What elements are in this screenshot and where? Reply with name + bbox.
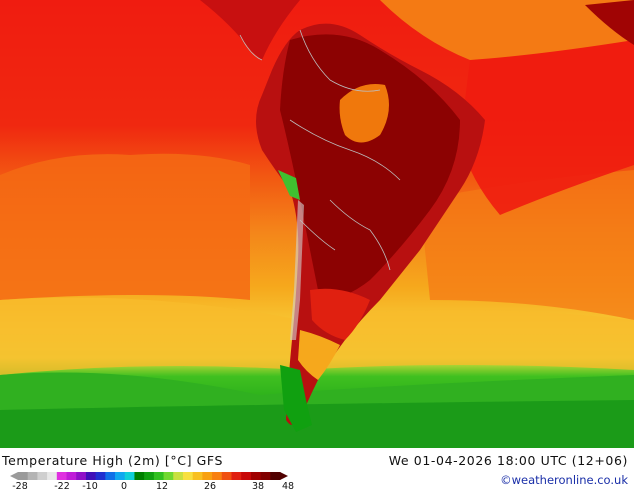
credit-link[interactable]: ©weatheronline.co.uk (500, 473, 628, 487)
country-borders (239, 29, 401, 271)
patagonia-orange (298, 330, 340, 380)
legend-swatch (95, 472, 106, 480)
legend-swatch (37, 472, 48, 480)
legend-swatch (76, 472, 87, 480)
orange-band-west (0, 153, 250, 300)
orange-band-east (420, 170, 634, 320)
caribbean-islands (585, 0, 634, 45)
legend-swatch (270, 472, 281, 480)
legend-swatch (18, 472, 29, 480)
red-band-east (460, 40, 634, 215)
legend-swatch (144, 472, 155, 480)
amazon-core (280, 34, 460, 300)
legend-arrow-left (10, 472, 18, 480)
legend-swatch (134, 472, 145, 480)
color-legend: -28 -22 -10 0 12 26 38 48 (10, 472, 294, 490)
legend-swatch (221, 472, 232, 480)
central-america (200, 0, 300, 60)
legend-swatch (105, 472, 116, 480)
legend-swatch (66, 472, 77, 480)
legend-tick-label: -28 (12, 481, 28, 490)
andes-green (278, 170, 300, 200)
legend-swatch (56, 472, 68, 480)
legend-swatch (182, 472, 194, 480)
dark-green-band (0, 400, 634, 448)
legend-tick-label: 48 (282, 481, 294, 490)
legend-swatch (192, 472, 203, 480)
legend-tick-label: 38 (252, 481, 264, 490)
legend-swatch (260, 472, 271, 480)
legend-swatch (202, 472, 213, 480)
legend-arrow-right (280, 472, 288, 480)
legend-swatch (115, 472, 126, 480)
legend-swatch (27, 472, 38, 480)
legend-tick-label: -22 (54, 481, 70, 490)
legend-tick-label: 0 (121, 481, 127, 490)
legend-tick-label: -10 (82, 481, 98, 490)
legend-swatch (47, 472, 58, 480)
legend-swatch (241, 472, 252, 480)
interior-highlands (339, 84, 389, 143)
legend-swatch (212, 472, 223, 480)
map-datetime: We 01-04-2026 18:00 UTC (12+06) (388, 453, 628, 468)
legend-tick-label: 12 (156, 481, 168, 490)
legend-swatch (231, 472, 242, 480)
legend-swatch (153, 472, 165, 480)
legend-swatch (173, 472, 184, 480)
temperature-map (0, 0, 634, 448)
tierra-del-fuego (280, 365, 312, 432)
legend-swatch (124, 472, 135, 480)
legend-swatch (85, 472, 97, 480)
map-title: Temperature High (2m) [°C] GFS (2, 453, 224, 468)
footer: Temperature High (2m) [°C] GFS We 01-04-… (0, 448, 634, 490)
pampas-red (310, 288, 370, 340)
orange-top-right (380, 0, 634, 60)
legend-swatch (250, 472, 262, 480)
legend-swatch (163, 472, 174, 480)
andes-snow (290, 200, 304, 340)
legend-tick-label: 26 (204, 481, 216, 490)
